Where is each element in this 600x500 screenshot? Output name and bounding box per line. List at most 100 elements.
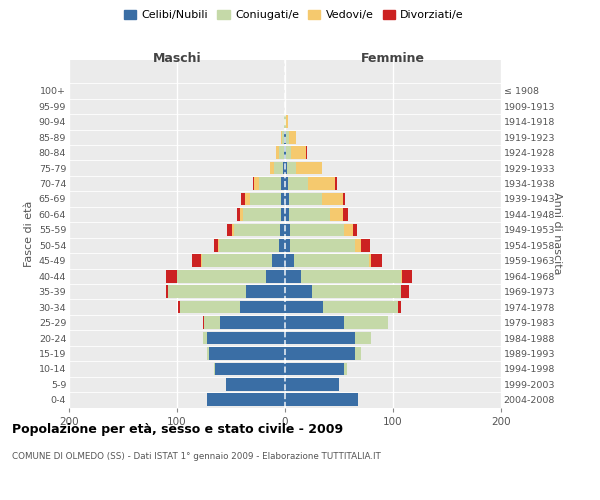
Bar bbox=[177, 270, 266, 282]
Bar bbox=[369, 254, 371, 267]
Bar bbox=[286, 116, 288, 128]
Bar bbox=[234, 224, 280, 236]
Bar bbox=[282, 131, 284, 143]
Text: Popolazione per età, sesso e stato civile - 2009: Popolazione per età, sesso e stato civil… bbox=[12, 422, 343, 436]
Bar bbox=[215, 362, 285, 375]
Bar bbox=[285, 146, 286, 159]
Bar bbox=[353, 224, 358, 236]
Bar bbox=[285, 301, 323, 314]
Bar bbox=[203, 332, 207, 344]
Bar bbox=[285, 378, 339, 390]
Bar bbox=[285, 192, 289, 205]
Bar bbox=[178, 301, 180, 314]
Bar bbox=[227, 224, 232, 236]
Bar bbox=[239, 208, 243, 221]
Bar bbox=[274, 162, 283, 174]
Bar bbox=[204, 316, 220, 329]
Bar bbox=[207, 394, 285, 406]
Bar bbox=[308, 177, 335, 190]
Bar bbox=[335, 177, 337, 190]
Bar bbox=[285, 362, 344, 375]
Bar bbox=[201, 254, 202, 267]
Text: Femmine: Femmine bbox=[361, 52, 425, 66]
Y-axis label: Anni di nascita: Anni di nascita bbox=[553, 192, 562, 275]
Bar bbox=[250, 192, 281, 205]
Bar bbox=[281, 192, 285, 205]
Bar bbox=[245, 192, 250, 205]
Bar bbox=[312, 286, 401, 298]
Bar bbox=[355, 332, 371, 344]
Bar bbox=[246, 286, 285, 298]
Bar bbox=[266, 270, 285, 282]
Bar bbox=[284, 146, 285, 159]
Bar bbox=[272, 254, 285, 267]
Bar bbox=[285, 224, 290, 236]
Bar bbox=[285, 254, 293, 267]
Text: COMUNE DI OLMEDO (SS) - Dati ISTAT 1° gennaio 2009 - Elaborazione TUTTITALIA.IT: COMUNE DI OLMEDO (SS) - Dati ISTAT 1° ge… bbox=[12, 452, 381, 461]
Bar bbox=[285, 208, 289, 221]
Bar bbox=[209, 347, 285, 360]
Bar bbox=[284, 131, 285, 143]
Bar bbox=[285, 316, 344, 329]
Bar bbox=[323, 301, 398, 314]
Bar bbox=[344, 362, 347, 375]
Bar bbox=[283, 162, 285, 174]
Bar bbox=[278, 239, 285, 252]
Y-axis label: Fasce di età: Fasce di età bbox=[25, 200, 34, 267]
Bar bbox=[286, 131, 289, 143]
Bar bbox=[401, 286, 409, 298]
Bar bbox=[214, 362, 215, 375]
Bar bbox=[355, 347, 361, 360]
Bar bbox=[285, 116, 286, 128]
Bar bbox=[290, 224, 344, 236]
Bar bbox=[241, 192, 245, 205]
Bar bbox=[331, 208, 343, 221]
Bar bbox=[218, 239, 219, 252]
Bar bbox=[226, 378, 285, 390]
Bar bbox=[343, 208, 347, 221]
Bar bbox=[285, 286, 312, 298]
Bar bbox=[284, 116, 285, 128]
Bar bbox=[296, 162, 322, 174]
Bar bbox=[285, 239, 290, 252]
Bar bbox=[270, 162, 274, 174]
Bar bbox=[169, 286, 246, 298]
Bar bbox=[371, 254, 382, 267]
Bar bbox=[355, 239, 361, 252]
Bar bbox=[292, 146, 305, 159]
Bar bbox=[398, 301, 401, 314]
Bar bbox=[343, 192, 346, 205]
Bar bbox=[219, 239, 278, 252]
Bar bbox=[253, 177, 254, 190]
Bar bbox=[293, 254, 369, 267]
Bar bbox=[232, 224, 234, 236]
Bar bbox=[401, 270, 412, 282]
Bar bbox=[287, 162, 296, 174]
Bar bbox=[280, 224, 285, 236]
Bar bbox=[243, 208, 281, 221]
Bar bbox=[285, 394, 358, 406]
Bar bbox=[285, 347, 355, 360]
Bar bbox=[220, 316, 285, 329]
Bar bbox=[238, 208, 239, 221]
Bar bbox=[289, 208, 331, 221]
Bar bbox=[277, 146, 278, 159]
Bar bbox=[214, 239, 218, 252]
Bar bbox=[166, 270, 177, 282]
Bar bbox=[180, 301, 239, 314]
Bar bbox=[281, 208, 285, 221]
Bar bbox=[322, 192, 343, 205]
Bar bbox=[281, 177, 285, 190]
Bar bbox=[207, 347, 209, 360]
Bar bbox=[288, 177, 308, 190]
Bar bbox=[305, 146, 307, 159]
Bar bbox=[203, 316, 204, 329]
Bar bbox=[285, 332, 355, 344]
Bar bbox=[254, 177, 259, 190]
Bar bbox=[290, 239, 355, 252]
Legend: Celibi/Nubili, Coniugati/e, Vedovi/e, Divorziati/e: Celibi/Nubili, Coniugati/e, Vedovi/e, Di… bbox=[119, 6, 469, 25]
Bar bbox=[259, 177, 281, 190]
Bar bbox=[344, 224, 353, 236]
Bar bbox=[285, 162, 287, 174]
Bar bbox=[285, 131, 286, 143]
